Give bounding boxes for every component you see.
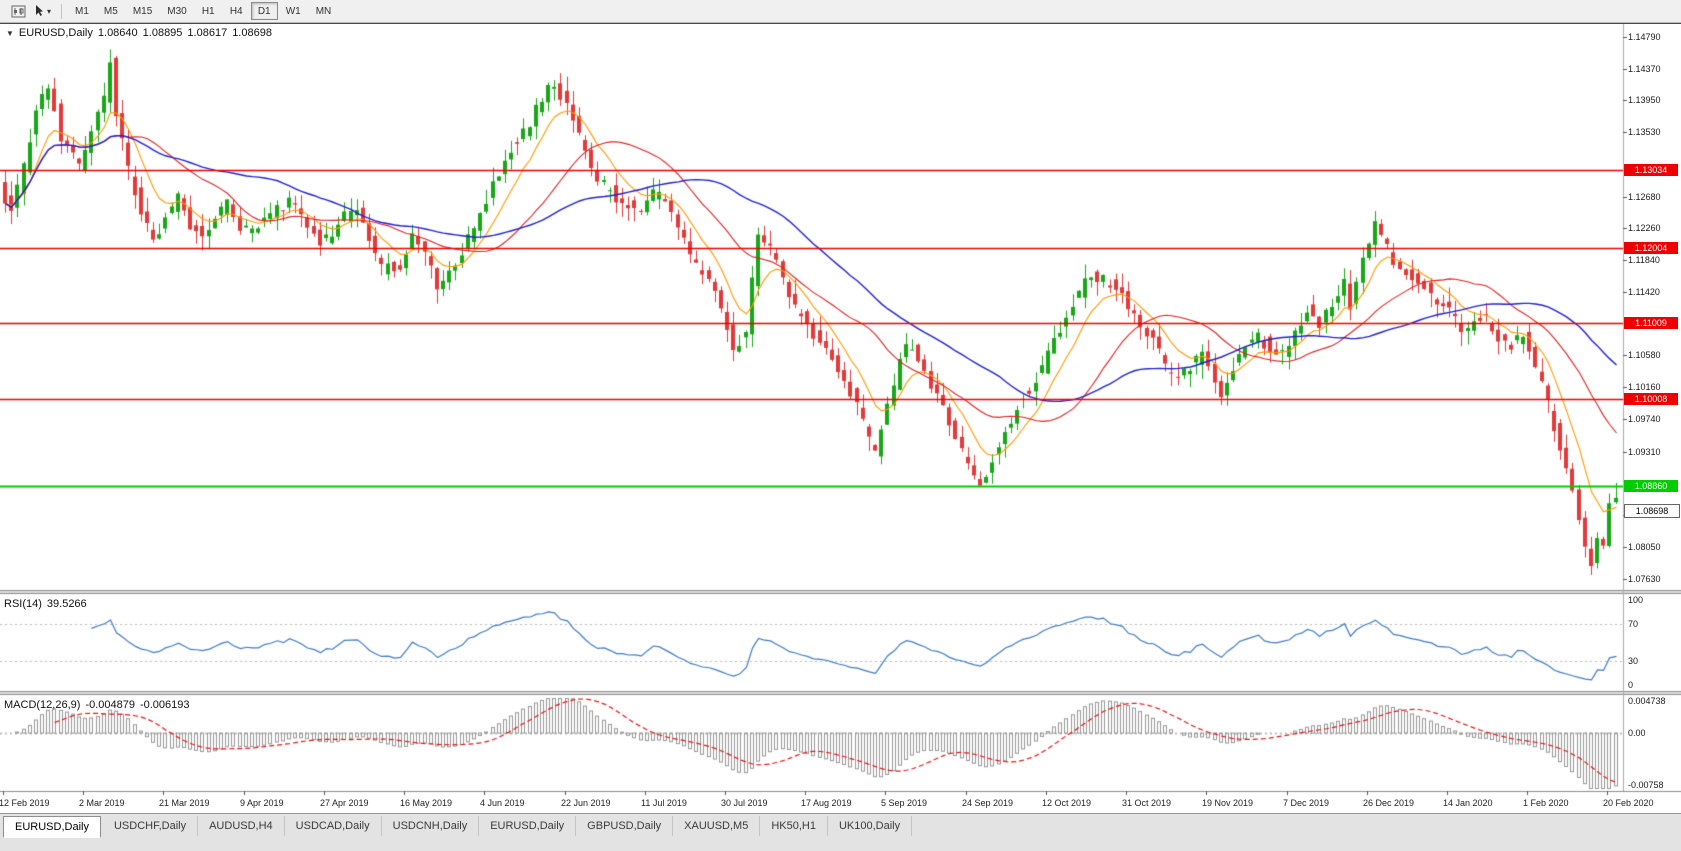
timeframe-m15-button[interactable]: M15: [126, 2, 159, 20]
rsi-axis-label: 100: [1628, 595, 1644, 605]
price-axis-label: 1.13530: [1628, 127, 1661, 137]
chart-window-button[interactable]: [6, 2, 30, 21]
date-axis-label: 14 Jan 2020: [1443, 798, 1493, 808]
chart-tab-eurusd-daily[interactable]: EURUSD,Daily: [3, 816, 101, 838]
timeframe-w1-button[interactable]: W1: [279, 2, 308, 20]
date-axis-label: 12 Oct 2019: [1042, 798, 1092, 808]
date-axis-label: 30 Jul 2019: [721, 798, 768, 808]
toolbar-separator: [61, 3, 62, 19]
chart-tab-bar: EURUSD,Daily USDCHF,Daily AUDUSD,H4 USDCAD,…: [0, 813, 1681, 851]
date-axis-label: 5 Sep 2019: [881, 798, 928, 808]
price-axis-label: 1.11420: [1628, 287, 1660, 297]
rsi-axis-label: 70: [1628, 619, 1639, 629]
chart-tab-gbpusd-daily[interactable]: GBPUSD,Daily: [576, 816, 674, 836]
rsi-indicator-label: RSI(14) 39.5266: [4, 598, 92, 610]
macd-value: -0.004879: [85, 699, 135, 711]
chart-tab-usdcnh-daily[interactable]: USDCNH,Daily: [382, 816, 480, 836]
price-axis-label: 1.11840: [1628, 255, 1660, 265]
timeframe-h4-button[interactable]: H4: [223, 2, 250, 20]
date-axis-label: 7 Dec 2019: [1283, 798, 1330, 808]
cursor-tool-button[interactable]: ▾: [31, 2, 55, 21]
date-axis-label: 21 Mar 2019: [159, 798, 210, 808]
price-chart-canvas[interactable]: [0, 24, 1681, 813]
date-axis-label: 12 Feb 2019: [0, 798, 50, 808]
hline-price-flag: 1.10008: [1624, 393, 1678, 405]
chart-area: 1.14790 1.14370 1.13950 1.13530 1.12680 1.122…: [0, 23, 1681, 813]
timeframe-m5-button[interactable]: M5: [97, 2, 125, 20]
rsi-value: 39.5266: [46, 598, 87, 610]
price-axis-label: 1.07630: [1628, 574, 1661, 584]
macd-pane-resize-handle[interactable]: [0, 691, 1681, 696]
chart-tab-xauusd-m5[interactable]: XAUUSD,M5: [673, 816, 761, 836]
date-axis-label: 19 Nov 2019: [1202, 798, 1254, 808]
timeframe-m1-button[interactable]: M1: [68, 2, 96, 20]
hline-price-flag: 1.12004: [1624, 242, 1678, 254]
chart-header: ▼ EURUSD,Daily 1.08640 1.08895 1.08617 1.0869…: [6, 27, 277, 39]
green-line-price-flag: 1.08860: [1624, 480, 1678, 492]
date-axis-label: 22 Jun 2019: [561, 798, 611, 808]
date-axis-label: 24 Sep 2019: [962, 798, 1014, 808]
chart-tab-hk50-h1[interactable]: HK50,H1: [760, 816, 828, 836]
price-axis-label: 1.13950: [1628, 95, 1661, 105]
price-axis-label: 1.12260: [1628, 223, 1661, 233]
macd-indicator-label: MACD(12,26,9) -0.004879 -0.006193: [4, 699, 195, 711]
timeframe-h1-button[interactable]: H1: [195, 2, 222, 20]
macd-signal-value: -0.006193: [139, 699, 190, 711]
price-axis-label: 1.14790: [1628, 32, 1661, 42]
bar-chart-icon: [11, 5, 25, 17]
chart-collapse-icon[interactable]: ▼: [6, 29, 14, 38]
date-axis-label: 9 Apr 2019: [240, 798, 284, 808]
price-axis-label: 1.10580: [1628, 350, 1661, 360]
date-axis-label: 16 May 2019: [400, 798, 453, 808]
date-axis-label: 27 Apr 2019: [320, 798, 369, 808]
macd-axis-label: -0.00758: [1628, 780, 1664, 790]
rsi-axis-label: 30: [1628, 656, 1639, 666]
quote-low: 1.08617: [187, 27, 228, 39]
current-price-flag: 1.08698: [1624, 504, 1680, 518]
chart-overlay: 1.14790 1.14370 1.13950 1.13530 1.12680 1.122…: [0, 24, 1681, 813]
price-axis-label: 1.12680: [1628, 192, 1661, 202]
timeframe-d1-button[interactable]: D1: [250, 2, 278, 20]
chart-tab-usdcad-daily[interactable]: USDCAD,Daily: [285, 816, 382, 836]
top-toolbar: ▾ M1 M5 M15 M30 H1 H4 D1 W1 MN: [0, 0, 1681, 23]
date-axis-label: 20 Feb 2020: [1603, 798, 1654, 808]
dropdown-caret-icon: ▾: [46, 6, 51, 16]
timeframe-m30-button[interactable]: M30: [160, 2, 193, 20]
timeframe-group: M1 M5 M15 M30 H1 H4 D1 W1 MN: [68, 2, 338, 20]
price-axis-label: 1.09310: [1628, 447, 1661, 457]
date-axis-label: 17 Aug 2019: [801, 798, 852, 808]
date-axis-label: 31 Oct 2019: [1122, 798, 1172, 808]
date-axis-label: 26 Dec 2019: [1363, 798, 1415, 808]
hline-price-flag: 1.11009: [1624, 317, 1678, 329]
quote-close: 1.08698: [232, 27, 272, 39]
date-axis-label: 11 Jul 2019: [641, 798, 687, 808]
rsi-name: RSI(14): [4, 598, 42, 610]
macd-axis-label: 0.00: [1628, 728, 1646, 738]
hline-price-flag: 1.13034: [1624, 164, 1678, 176]
rsi-axis-label: 0: [1628, 680, 1634, 690]
price-axis-label: 1.10160: [1628, 382, 1661, 392]
date-axis-label: 2 Mar 2019: [79, 798, 125, 808]
quote-high: 1.08895: [142, 27, 183, 39]
cursor-icon: [35, 5, 43, 16]
chart-tab-uk100-daily[interactable]: UK100,Daily: [828, 816, 913, 836]
quote-open: 1.08640: [97, 27, 138, 39]
date-axis-label: 1 Feb 2020: [1523, 798, 1569, 808]
price-axis-label: 1.08050: [1628, 542, 1661, 552]
rsi-pane-resize-handle[interactable]: [0, 590, 1681, 595]
macd-name: MACD(12,26,9): [4, 699, 81, 711]
date-axis-label: 4 Jun 2019: [480, 798, 525, 808]
chart-tab-audusd-h4[interactable]: AUDUSD,H4: [198, 816, 285, 836]
timeframe-mn-button[interactable]: MN: [309, 2, 339, 20]
chart-tab-usdchf-daily[interactable]: USDCHF,Daily: [103, 816, 199, 836]
chart-tab-eurusd-daily[interactable]: EURUSD,Daily: [479, 816, 577, 836]
chart-symbol-label: EURUSD,Daily: [18, 27, 93, 39]
price-axis-label: 1.09740: [1628, 414, 1661, 424]
price-axis-label: 1.14370: [1628, 64, 1661, 74]
macd-axis-label: 0.004738: [1628, 696, 1666, 706]
